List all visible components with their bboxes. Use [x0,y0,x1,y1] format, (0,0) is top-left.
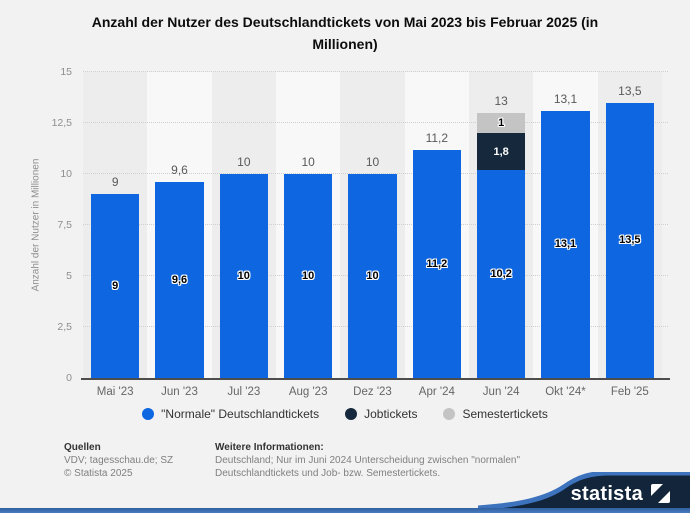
bar-segment-normale: 10 [219,174,268,378]
legend-item-normale: "Normale" Deutschlandtickets [142,407,319,421]
x-tick-label: Apr '24 [418,386,455,398]
x-tick-label: Jun '24 [482,386,520,398]
y-tick-label: 7,5 [57,219,72,231]
bar-total-label: 13,1 [553,91,578,106]
x-tick-label: Feb '25 [610,386,649,398]
bar-column: 10 10 [340,72,404,378]
bar-total-label: 11,2 [425,130,449,145]
bar-segment-normale: 11,2 [412,149,461,378]
bar-segment-normale: 13,1 [541,110,590,378]
bar-total-label: 10 [365,155,380,170]
more-info-block: Weitere Informationen: Deutschland; Nur … [215,441,520,480]
bar-total-label: 13 [494,93,508,108]
bar-column: 13,1 13,1 [533,72,597,378]
bar-column: 11,2 11,2 [405,72,469,378]
legend-item-semester: Semestertickets [443,407,548,421]
y-tick-label: 0 [66,372,72,384]
x-tick-label: Mai '23 [96,386,134,398]
bar-segment-normale: 10 [284,174,333,378]
sources-line: VDV; tagesschau.de; SZ [64,455,174,466]
bar-stack: 9 [91,194,140,378]
x-tick-label: Jul '23 [227,386,261,398]
bar-stack: 10 [284,174,333,378]
y-tick-label: 2,5 [57,321,72,333]
x-tick-label: Dez '23 [353,386,392,398]
y-tick-label: 15 [60,66,72,78]
bar-column: 10,2 1,8 1 13 [469,72,533,378]
statista-wordmark: statista [570,483,643,505]
bars-layer: 9 9 9,6 9,6 10 10 10 10 10 10 11,2 11,2 10,2 1,8 1 13 13… [83,72,662,378]
bar-segment-normale: 10 [348,174,397,378]
bar-stack: 13,5 [605,102,654,378]
bar-total-label: 10 [301,155,315,170]
bar-stack: 10,2 1,8 1 [477,112,526,378]
legend: "Normale" Deutschlandtickets Jobtickets Se… [0,407,690,421]
statista-logo-swoosh [478,472,690,508]
sources-heading: Quellen [64,442,101,453]
x-tick-label: Jun '23 [161,386,198,398]
bar-total-label: 13,5 [618,83,642,98]
bar-total-label: 10 [237,155,251,170]
x-axis-tick-labels: Mai '23 Jun '23 Jul '23 Aug '23 Dez '23 Apr '… [83,386,662,401]
bar-total-label: 9 [111,175,119,190]
bar-segment-normale: 9,6 [155,182,204,378]
chart-title-line2: Millionen) [312,36,378,52]
bar-stack: 11,2 [412,149,461,378]
legend-dot-icon [345,408,358,420]
legend-label: Jobtickets [364,407,418,421]
x-axis-line [81,378,670,380]
statista-logo: statista [478,472,690,508]
bar-stack: 10 [348,174,397,378]
gridline [83,71,668,72]
bar-column: 10 10 [212,72,276,378]
x-tick-label: Okt '24* [545,386,586,398]
bar-column: 13,5 13,5 [598,72,662,378]
legend-dot-icon [142,408,155,420]
bar-total-label: 9,6 [171,163,188,178]
bar-column: 10 10 [276,72,340,378]
gridline [83,173,668,174]
plot-area: 9 9 9,6 9,6 10 10 10 10 10 10 11,2 11,2 10,2 1,8 1 13 13… [81,71,670,380]
sources-block: Quellen VDV; tagesschau.de; SZ © Statist… [64,441,173,480]
gridline [83,122,668,123]
chart-title-line1: Anzahl der Nutzer des Deutschlandtickets… [91,14,599,30]
bar-segment-jobtickets: 1,8 [477,133,526,170]
legend-dot-icon [443,408,456,420]
y-axis-tick-labels: 0 2,5 5 7,5 10 12,5 15 [0,66,72,384]
bar-segment-normale: 10,2 [477,169,526,378]
legend-item-jobtickets: Jobtickets [345,407,417,421]
bottom-accent-bar [0,508,690,513]
y-tick-label: 12,5 [51,117,72,129]
more-info-line: Deutschland; Nur im Juni 2024 Unterschei… [215,455,521,466]
bar-column: 9,6 9,6 [147,72,211,378]
bar-stack: 13,1 [541,110,590,378]
more-info-heading: Weitere Informationen: [215,442,324,453]
copyright-line: © Statista 2025 [64,468,133,479]
statista-logo-icon [651,484,670,503]
legend-label: "Normale" Deutschlandtickets [161,407,320,421]
chart-title: Anzahl der Nutzer des Deutschlandtickets… [0,11,690,55]
bar-stack: 9,6 [155,182,204,378]
y-tick-label: 10 [60,168,72,180]
bar-segment-semester: 1 [477,112,526,134]
more-info-line: Deutschlandtickets und Job- bzw. Semeste… [215,468,441,479]
y-tick-label: 5 [66,270,72,282]
bar-segment-normale: 9 [91,194,140,378]
bar-segment-normale: 13,5 [605,102,654,378]
legend-label: Semestertickets [462,407,548,421]
bar-stack: 10 [219,174,268,378]
x-tick-label: Aug '23 [288,386,328,398]
